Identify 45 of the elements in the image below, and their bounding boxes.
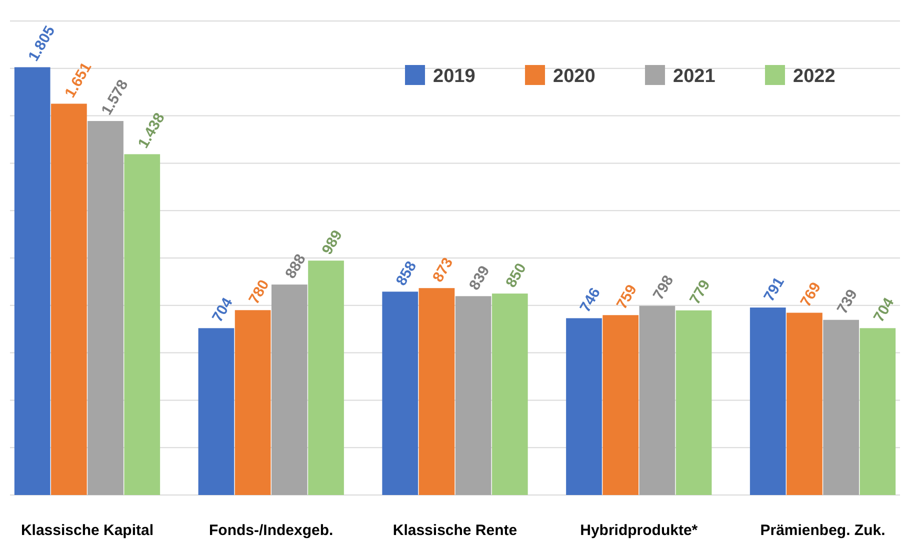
- data-label: 779: [686, 277, 714, 308]
- x-tick-label: Fonds-/Indexgeb.: [209, 522, 334, 539]
- legend-label: 2021: [673, 66, 716, 87]
- x-tick-label: Klassische Rente: [392, 522, 518, 539]
- bar: [823, 320, 859, 495]
- bar: [860, 328, 896, 495]
- bar: [198, 328, 234, 495]
- legend-label: 2020: [553, 66, 596, 87]
- data-label: 780: [246, 276, 273, 308]
- data-label: 791: [760, 274, 788, 305]
- bar: [88, 121, 124, 495]
- bar: [566, 318, 602, 495]
- x-tick-label: Klassische Kapital: [20, 522, 154, 539]
- data-label: 704: [870, 294, 898, 326]
- data-label: 850: [502, 260, 530, 291]
- bar: [308, 260, 344, 495]
- bar: [14, 67, 50, 495]
- bar: [271, 284, 308, 495]
- bar: [750, 308, 786, 495]
- bar: [234, 310, 271, 495]
- bar: [418, 288, 455, 495]
- bar: [124, 154, 160, 495]
- bar: [676, 310, 712, 495]
- data-label: 704: [208, 294, 237, 326]
- data-label: 739: [834, 286, 862, 317]
- data-label: 858: [392, 258, 420, 289]
- legend-label: 2019: [433, 66, 476, 87]
- data-label: 798: [650, 272, 678, 303]
- x-tick-label: Hybridprodukte*: [580, 522, 698, 539]
- bar: [455, 296, 492, 495]
- bar: [492, 294, 528, 495]
- data-label: 839: [466, 262, 494, 294]
- bar: [382, 292, 418, 495]
- data-label: 873: [429, 254, 457, 286]
- data-label: 989: [318, 227, 346, 258]
- data-label: 888: [282, 251, 310, 282]
- data-label: 769: [797, 280, 824, 310]
- bar: [602, 315, 639, 495]
- bar: [51, 104, 87, 495]
- data-label: 759: [613, 282, 641, 312]
- bar: [786, 312, 822, 495]
- legend-label: 2022: [793, 66, 836, 87]
- bar: [639, 306, 676, 495]
- data-label: 746: [576, 285, 604, 316]
- x-tick-label: Prämienbeg. Zuk.: [760, 522, 886, 539]
